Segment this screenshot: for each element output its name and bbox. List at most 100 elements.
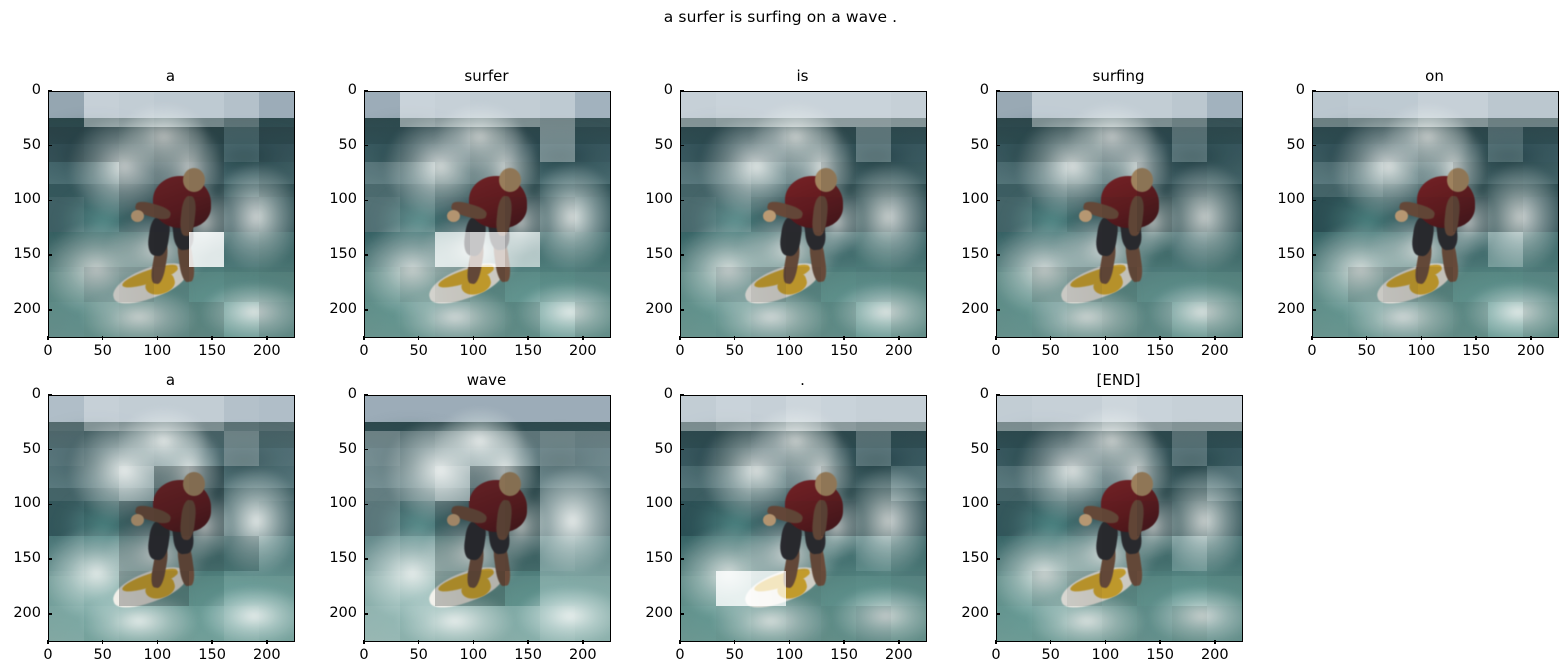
attention-cell xyxy=(505,302,540,337)
attention-cell xyxy=(997,431,1032,466)
y-tick-label: 150 xyxy=(13,246,41,263)
surfer-photo xyxy=(681,396,926,641)
x-tick-mark xyxy=(102,640,104,644)
attention-cell xyxy=(1067,571,1102,606)
attention-cell xyxy=(119,127,154,162)
attention-cell xyxy=(1032,232,1067,267)
x-tick-mark xyxy=(47,336,49,340)
y-tick-mark xyxy=(48,90,52,92)
attention-cell xyxy=(540,267,575,302)
attention-cell xyxy=(189,267,224,302)
attention-cell xyxy=(154,92,189,127)
attention-cell xyxy=(1418,267,1453,302)
attention-cell xyxy=(400,606,435,641)
attention-cell xyxy=(224,302,259,337)
x-tick-mark xyxy=(156,640,159,644)
attention-cell xyxy=(1348,302,1383,337)
attention-cell xyxy=(1207,302,1242,337)
x-tick-mark xyxy=(527,640,529,644)
attention-cell xyxy=(1137,431,1172,466)
attention-cell xyxy=(1032,302,1067,337)
attention-cell xyxy=(856,127,891,162)
attention-cell xyxy=(891,232,926,267)
attention-cell xyxy=(856,571,891,606)
attention-cell xyxy=(997,232,1032,267)
x-tick-label: 50 xyxy=(1357,343,1376,359)
x-tick-label: 50 xyxy=(1041,647,1060,663)
y-tick-mark xyxy=(364,90,368,92)
attention-cell xyxy=(154,606,189,641)
panel-axes xyxy=(1312,91,1559,338)
attention-cell xyxy=(1172,466,1207,501)
y-tick-mark xyxy=(364,613,368,615)
y-tick-label: 50 xyxy=(654,136,673,153)
attention-cell xyxy=(997,571,1032,606)
attention-cell xyxy=(856,232,891,267)
attention-cell xyxy=(435,536,470,571)
attention-cell xyxy=(259,162,294,197)
x-tick-label: 200 xyxy=(252,343,281,359)
attention-cell xyxy=(400,162,435,197)
x-tick-mark xyxy=(679,336,681,340)
attention-cell xyxy=(856,162,891,197)
attention-cell xyxy=(224,571,259,606)
y-tick-mark xyxy=(680,145,684,147)
x-tick-mark xyxy=(1311,336,1313,340)
attention-panel: a 0 xyxy=(13,371,295,663)
x-tick-label: 100 xyxy=(775,647,804,663)
attention-cell xyxy=(505,92,540,127)
attention-cell xyxy=(681,571,716,606)
x-tick-mark xyxy=(582,336,584,340)
attention-cell xyxy=(997,267,1032,302)
y-tick-mark xyxy=(48,394,52,396)
y-tick-mark xyxy=(680,449,684,451)
attention-cell xyxy=(856,302,891,337)
x-tick-mark xyxy=(418,336,420,340)
attention-cell xyxy=(1418,302,1453,337)
attention-cell xyxy=(1137,571,1172,606)
x-tick-mark xyxy=(363,640,365,644)
x-tick-mark xyxy=(843,640,845,644)
x-tick-label: 150 xyxy=(830,343,858,359)
attention-cell xyxy=(259,267,294,302)
y-tick-mark xyxy=(48,613,52,615)
attention-cell xyxy=(49,536,84,571)
attention-cell xyxy=(189,606,224,641)
attention-cell xyxy=(49,232,84,267)
x-tick-mark xyxy=(843,336,845,340)
attention-cell xyxy=(259,536,294,571)
attention-cell xyxy=(400,571,435,606)
attention-cell xyxy=(470,606,505,641)
attention-cell xyxy=(786,197,821,232)
y-tick-label: 100 xyxy=(961,191,989,208)
attention-cell xyxy=(49,501,84,536)
y-tick-mark xyxy=(48,558,52,560)
x-tick-label: 50 xyxy=(725,647,744,663)
attention-cell xyxy=(997,127,1032,162)
x-tick-mark xyxy=(1050,640,1052,644)
y-tick-mark xyxy=(364,558,368,560)
attention-cell xyxy=(435,396,470,431)
attention-cell xyxy=(1067,127,1102,162)
y-tick-label: 0 xyxy=(663,386,673,402)
x-tick-label: 100 xyxy=(1091,647,1120,663)
attention-cell xyxy=(1207,232,1242,267)
y-tick-mark xyxy=(996,558,1000,560)
x-tick-label: 0 xyxy=(43,343,53,359)
attention-cell xyxy=(540,232,575,267)
attention-cell xyxy=(435,501,470,536)
attention-cell xyxy=(1207,267,1242,302)
x-tick-label: 50 xyxy=(725,343,744,359)
x-tick-mark xyxy=(734,640,736,644)
attention-cell xyxy=(119,267,154,302)
y-tick-label: 100 xyxy=(329,495,357,512)
y-tick-label: 100 xyxy=(13,191,41,208)
attention-cell xyxy=(1313,267,1348,302)
attention-cell xyxy=(786,571,821,606)
attention-cell xyxy=(435,197,470,232)
attention-cell xyxy=(505,267,540,302)
attention-cell xyxy=(1102,501,1137,536)
attention-cell xyxy=(259,431,294,466)
attention-cell xyxy=(1172,396,1207,431)
attention-cell xyxy=(1102,197,1137,232)
